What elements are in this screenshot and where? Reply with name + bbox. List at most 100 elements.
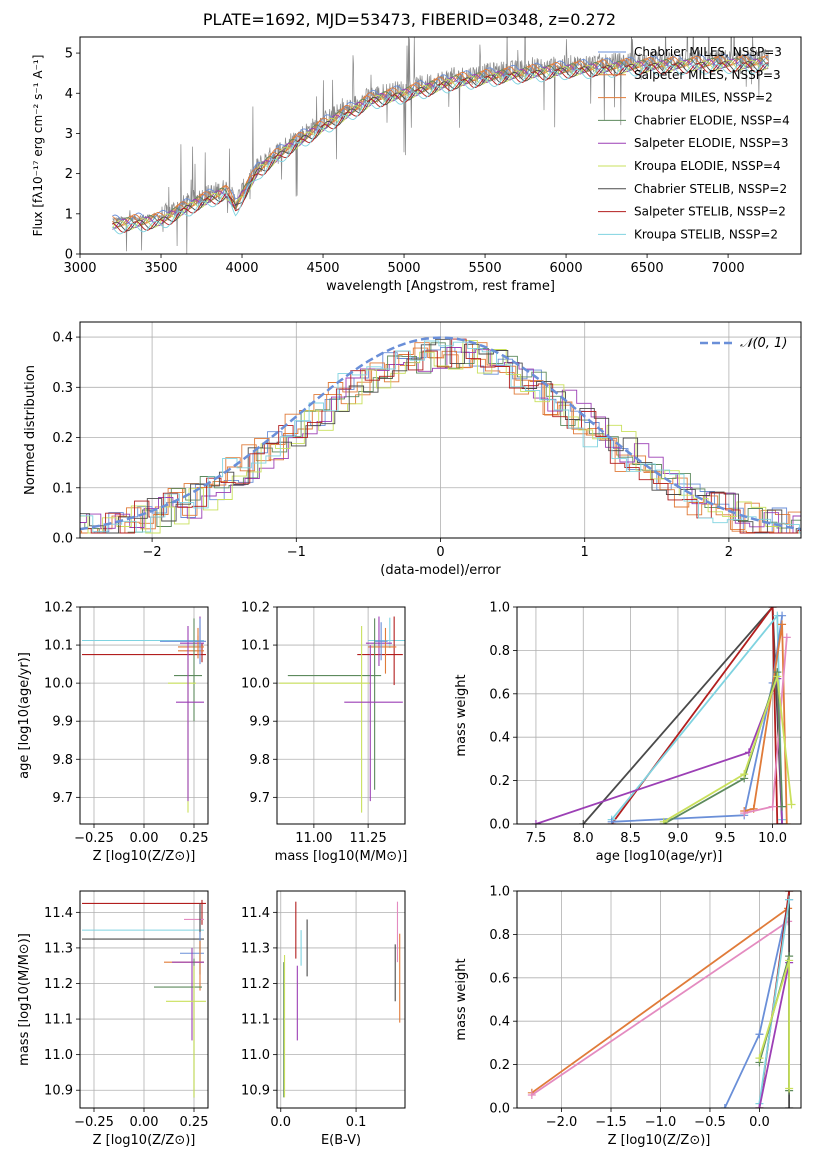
mass-weight-marker [778,820,787,824]
mass-weight-line [531,920,789,1096]
y-tick-label: 9.8 [52,753,73,768]
y-tick-label: 5 [65,47,73,62]
legend-label: Kroupa STELIB, NSSP=2 [634,227,778,241]
mass-weight-marker [527,1090,536,1099]
mass-weight-marker [768,607,777,611]
y-axis-label: mass weight [454,958,469,1040]
legend-label: Chabrier STELIB, NSSP=2 [634,182,787,196]
axes-residuals: −2 −1 0 1 2 0.0 0.1 0.2 0.3 0.4 [52,322,801,560]
y-tick-label: 0.0 [489,818,510,833]
y-axis-label: Flux [fλ10⁻¹⁷ erg cm⁻² s⁻¹ A⁻¹] [31,55,45,237]
residual-histogram [80,346,801,534]
y-tick-label: 11.3 [44,941,73,956]
mass-weight-marker [755,1104,764,1108]
residual-histogram [80,342,801,534]
legend: Chabrier MILES, NSSP=3 Salpeter MILES, NS… [598,45,790,241]
y-tick-label: 11.2 [241,977,270,992]
y-tick-label: 11.0 [241,1048,270,1063]
y-tick-label: 0.2 [489,1058,510,1073]
x-tick-label: 7000 [712,261,745,276]
error-point [287,618,382,790]
error-point [160,618,206,665]
x-tick-label: 3000 [63,261,96,276]
model-line [112,53,769,225]
x-tick-label: 8.0 [573,831,594,846]
x-tick-label: 0 [436,545,444,560]
mass-weight-marker [782,633,791,642]
y-tick-label: 10.0 [241,677,270,692]
error-point [176,626,204,802]
x-tick-label: 5000 [387,261,420,276]
x-tick-label: 0.00 [130,831,159,846]
x-tick-label: −2.0 [546,1115,578,1130]
y-tick-label: 9.9 [52,715,73,730]
frame-residuals [79,321,802,539]
mass-weight-marker [755,1054,764,1063]
gaussian-curve [80,336,801,531]
mass-weight-line [535,678,783,824]
y-tick-label: 11.1 [241,1013,270,1028]
x-tick-label: 11.25 [350,831,387,846]
frame-age-vs-Z [79,606,209,825]
axes-spectrum: 3000 3500 4000 4500 5000 5500 6000 6500 7000 0 1 2 3… [63,47,744,276]
y-tick-label: 9.7 [52,791,73,806]
y-tick-label: 0.2 [52,431,73,446]
x-tick-label: 6500 [631,261,664,276]
x-tick-label: 9.5 [715,831,736,846]
x-tick-label: 0.00 [130,1115,159,1130]
residual-histogram [80,340,801,534]
x-tick-label: 0.0 [270,1115,291,1130]
axes-mass-vs-ebv: 0.0 0.1 10.9 11.0 11.1 11.2 11.3 11.4 [241,891,405,1130]
mass-weight-marker [755,1030,764,1039]
y-tick-label: 11.3 [241,941,270,956]
mass-weight-marker [607,817,616,824]
x-tick-label: 4500 [306,261,339,276]
y-axis-label: age [log10(age/yr)] [17,652,32,779]
frame-mass-weight-vs-Z [516,890,802,1109]
figure-title: PLATE=1692, MJD=53473, FIBERID=0348, z=0… [202,10,617,29]
x-tick-label: −0.25 [74,831,114,846]
x-axis-label: mass [log10(M/M⊙)] [275,849,408,864]
x-axis-label: Z [log10(Z/Z⊙)] [608,1133,711,1148]
mass-weight-line [663,676,793,823]
y-tick-label: 10.9 [44,1084,73,1099]
y-tick-label: 0.6 [489,687,510,702]
x-tick-label: −0.25 [74,1115,114,1130]
y-tick-label: 10.1 [44,639,73,654]
mass-weight-marker [778,611,787,620]
mass-weight-marker [720,1104,729,1108]
x-tick-label: 7.5 [526,831,547,846]
mass-weight-marker [785,891,794,895]
x-axis-label: (data-model)/error [380,563,501,578]
error-point [82,899,206,925]
x-tick-label: −1 [287,545,306,560]
mass-weight-marker [785,1084,794,1093]
mass-weight-marker [778,620,787,629]
y-tick-label: 0.4 [52,331,73,346]
model-line [112,61,769,232]
frame-mass-weight-vs-age [516,606,802,825]
y-tick-label: 0.4 [489,731,510,746]
y-axis-label: Normed distribution [23,365,38,495]
y-tick-label: 11.2 [44,977,73,992]
error-point [166,965,206,1098]
y-axis-label: mass [log10(M/M⊙)] [17,933,32,1066]
x-tick-label: 0.25 [180,1115,209,1130]
residual-histogram [80,347,801,534]
mass-weight-line [758,899,790,1104]
axes-age-vs-mass: 11.00 11.25 9.7 9.8 9.9 10.0 10.1 10.2 [241,601,405,846]
x-tick-label: 10.0 [758,831,787,846]
y-tick-label: 10.2 [241,601,270,616]
error-point [82,903,204,975]
x-axis-label: Z [log10(Z/Z⊙)] [93,1133,196,1148]
frame-mass-vs-Z [79,890,209,1109]
y-tick-label: 1.0 [489,885,510,900]
mass-weight-line [743,624,788,824]
y-tick-label: 0.8 [489,928,510,943]
model-line [112,62,769,233]
y-tick-label: 0.6 [489,971,510,986]
mass-weight-line [582,607,783,824]
mass-weight-marker [778,802,787,811]
residual-histogram [80,347,801,534]
y-tick-label: 0.3 [52,381,73,396]
